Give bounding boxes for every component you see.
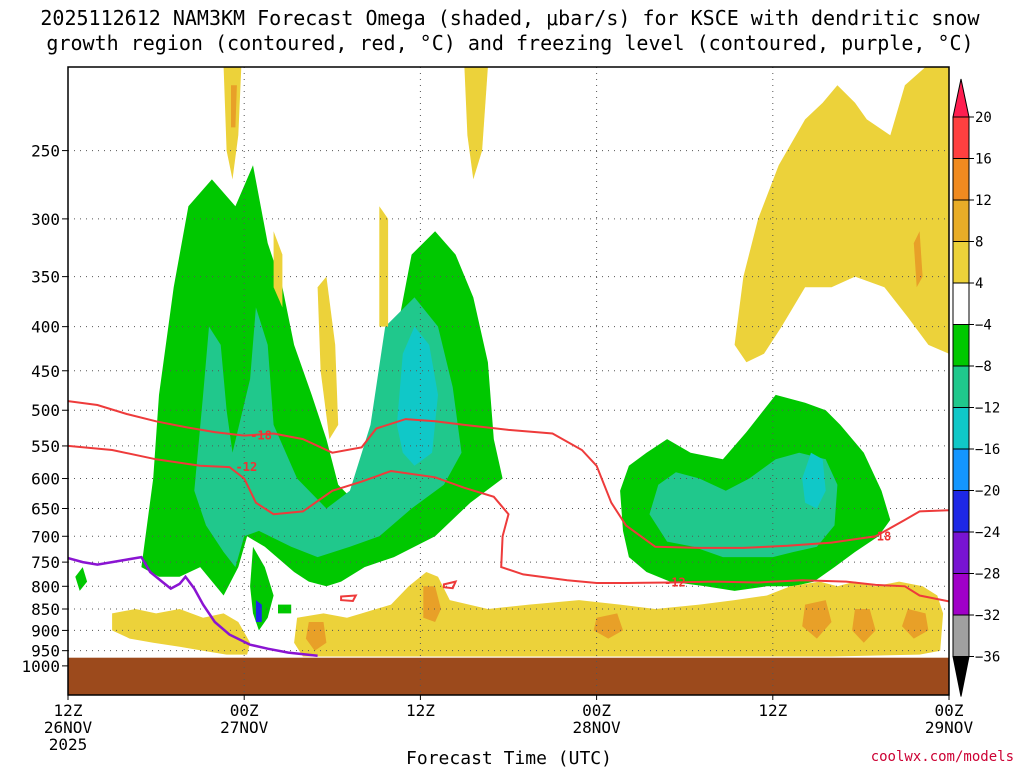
omega-region-teal-1	[194, 297, 462, 568]
y-tick-label-500: 500	[31, 401, 60, 420]
omega-region-orange-21	[305, 622, 327, 651]
colorbar-label-0: 20	[975, 110, 992, 126]
colorbar-cell-2	[952, 158, 970, 201]
colorbar-cell-8	[952, 407, 970, 450]
dgz-contour-1	[68, 444, 949, 603]
dgz-contour-0	[68, 400, 949, 549]
omega-region-cyan-2	[396, 326, 438, 466]
y-tick-label-800: 800	[31, 577, 60, 596]
y-tick-label-350: 350	[31, 268, 60, 287]
colorbar-cell-13	[952, 614, 970, 657]
y-tick-label-1000: 1000	[21, 657, 60, 676]
omega-region-yellow-12	[464, 67, 488, 180]
y-tick-label-900: 900	[31, 621, 60, 640]
credit-text: coolwx.com/models	[871, 749, 1014, 765]
colorbar-cell-5	[952, 282, 970, 325]
omega-region-yellow-15	[273, 231, 283, 308]
dgz-closed-contour-2	[442, 580, 458, 590]
freezing-level-contour	[68, 555, 318, 658]
dgz-contour-label-0-b: -18	[870, 529, 892, 543]
ground-layer	[68, 657, 949, 695]
contour-lines: -18 -18 -12 -12	[68, 400, 949, 658]
omega-region-orange-20	[423, 586, 441, 622]
dgz-contour-label-0: -18	[250, 429, 272, 443]
x-tick-label-60-2: 29NOV	[925, 718, 974, 737]
y-tick-label-650: 650	[31, 500, 60, 519]
omega-region-blue-7	[255, 600, 262, 622]
colorbar-label-11: −28	[975, 567, 1000, 583]
y-tick-label-300: 300	[31, 210, 60, 229]
omega-region-orange-17	[913, 231, 923, 288]
colorbar-label-12: −32	[975, 608, 1000, 624]
colorbar-label-10: −24	[975, 525, 1000, 541]
colorbar-top-arrow	[952, 78, 970, 118]
dgz-closed-contour-1	[340, 594, 358, 603]
omega-region-cyan-5	[802, 452, 826, 509]
omega-region-green-8	[75, 567, 88, 591]
y-tick-label-400: 400	[31, 318, 60, 337]
x-tick-label-0-1: 12Z	[54, 701, 83, 720]
y-tick-label-850: 850	[31, 600, 60, 619]
x-tick-label-24-1: 12Z	[406, 701, 435, 720]
colorbar-label-9: −20	[975, 484, 1000, 500]
dgz-contour-label-1-b: -12	[664, 576, 686, 590]
omega-region-yellow-13	[317, 276, 339, 440]
x-tick-label-48-1: 12Z	[758, 701, 787, 720]
y-tick-label-600: 600	[31, 470, 60, 489]
omega-region-yellow-16	[734, 67, 949, 363]
colorbar-cell-7	[952, 365, 970, 408]
y-tick-label-550: 550	[31, 437, 60, 456]
omega-shading	[75, 67, 949, 657]
colorbar-cell-11	[952, 531, 970, 574]
colorbar-label-6: −8	[975, 359, 992, 375]
x-axis-label: Forecast Time (UTC)	[406, 748, 612, 768]
omega-region-orange-25	[802, 600, 832, 639]
x-tick-label-12-1: 00Z	[230, 701, 259, 720]
chart-title: 2025112612 NAM3KM Forecast Omega (shaded…	[40, 6, 980, 30]
y-axis-ticks: 250 300 350 400 450 500 550 600 650 700 750 800 850 9…	[21, 142, 68, 676]
colorbar-cell-12	[952, 573, 970, 616]
colorbar-label-7: −12	[975, 401, 1000, 417]
omega-region-orange-23	[852, 609, 876, 643]
colorbar-label-4: 4	[975, 276, 983, 292]
colorbar-label-13: −36	[975, 650, 1000, 666]
x-tick-label-0-3: 2025	[49, 735, 88, 754]
omega-region-yellow-18	[112, 609, 251, 655]
colorbar-cell-10	[952, 490, 970, 533]
x-tick-label-36-2: 28NOV	[573, 718, 622, 737]
colorbar-label-8: −16	[975, 442, 1000, 458]
colorbar: 20 16 12 8 4 −4 −8 −12 −16 −20 −24 −28 −32 −36	[952, 78, 1000, 697]
omega-region-orange-24	[902, 609, 929, 639]
colorbar-cell-1	[952, 116, 970, 159]
colorbar-cell-6	[952, 324, 970, 367]
omega-region-teal-4	[649, 452, 838, 558]
ground-fill	[68, 657, 949, 695]
colorbar-label-2: 12	[975, 193, 992, 209]
colorbar-label-1: 16	[975, 152, 992, 168]
colorbar-label-5: −4	[975, 318, 992, 334]
colorbar-cell-9	[952, 448, 970, 491]
omega-region-orange-11	[231, 85, 237, 128]
x-tick-label-12-2: 27NOV	[220, 718, 269, 737]
y-tick-label-700: 700	[31, 527, 60, 546]
omega-region-yellow-14	[379, 206, 389, 327]
plot-frame	[67, 66, 950, 696]
x-tick-label-0-2: 26NOV	[44, 718, 93, 737]
y-tick-label-450: 450	[31, 362, 60, 381]
colorbar-cell-4	[952, 241, 970, 284]
x-tick-label-36-1: 00Z	[582, 701, 611, 720]
y-tick-label-750: 750	[31, 553, 60, 572]
omega-region-orange-22	[593, 613, 623, 639]
y-tick-label-250: 250	[31, 142, 60, 161]
x-tick-label-60-1: 00Z	[935, 701, 964, 720]
y-tick-label-950: 950	[31, 642, 60, 661]
colorbar-bottom-arrow	[952, 656, 970, 697]
chart-subtitle: growth region (contoured, red, °C) and f…	[46, 31, 973, 55]
dgz-contour-label-1: -12	[236, 460, 258, 474]
omega-region-yellow-19	[294, 572, 944, 657]
colorbar-label-3: 8	[975, 235, 983, 251]
colorbar-cell-3	[952, 199, 970, 242]
